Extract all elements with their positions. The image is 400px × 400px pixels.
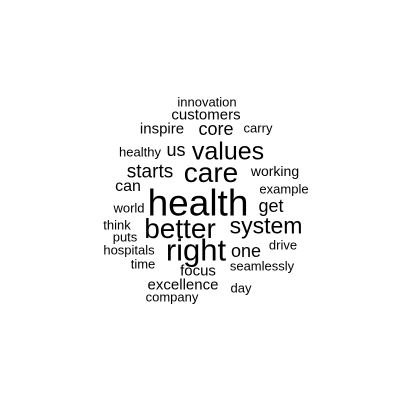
word-right: right	[165, 232, 227, 268]
word-one: one	[230, 241, 262, 261]
word-carry: carry	[243, 120, 273, 136]
word-health: health	[147, 182, 249, 224]
word-innovation: innovation	[177, 94, 237, 110]
word-drive: drive	[268, 237, 298, 253]
word-working: working	[250, 163, 300, 179]
word-time: time	[130, 256, 156, 272]
word-get: get	[258, 196, 284, 216]
word-system: system	[229, 212, 303, 239]
word-values: values	[191, 137, 265, 166]
word-can: can	[115, 178, 141, 195]
word-puts: puts	[112, 229, 138, 245]
word-core: core	[198, 119, 234, 139]
word-world: world	[113, 200, 145, 216]
word-hospitals: hospitals	[103, 242, 155, 258]
word-seamlessly: seamlessly	[229, 258, 295, 274]
word-care: care	[183, 157, 239, 188]
word-think: think	[103, 217, 131, 233]
word-company: company	[145, 289, 199, 305]
word-healthy: healthy	[119, 144, 161, 160]
word-inspire: inspire	[139, 120, 185, 138]
word-us: us	[166, 140, 186, 160]
word-starts: starts	[126, 161, 174, 183]
word-day: day	[230, 280, 252, 296]
word-better: better	[144, 213, 216, 244]
word-example: example	[259, 181, 309, 197]
word-customers: customers	[171, 106, 241, 124]
word-focus: focus	[180, 262, 216, 280]
word-excellence: excellence	[147, 276, 219, 294]
